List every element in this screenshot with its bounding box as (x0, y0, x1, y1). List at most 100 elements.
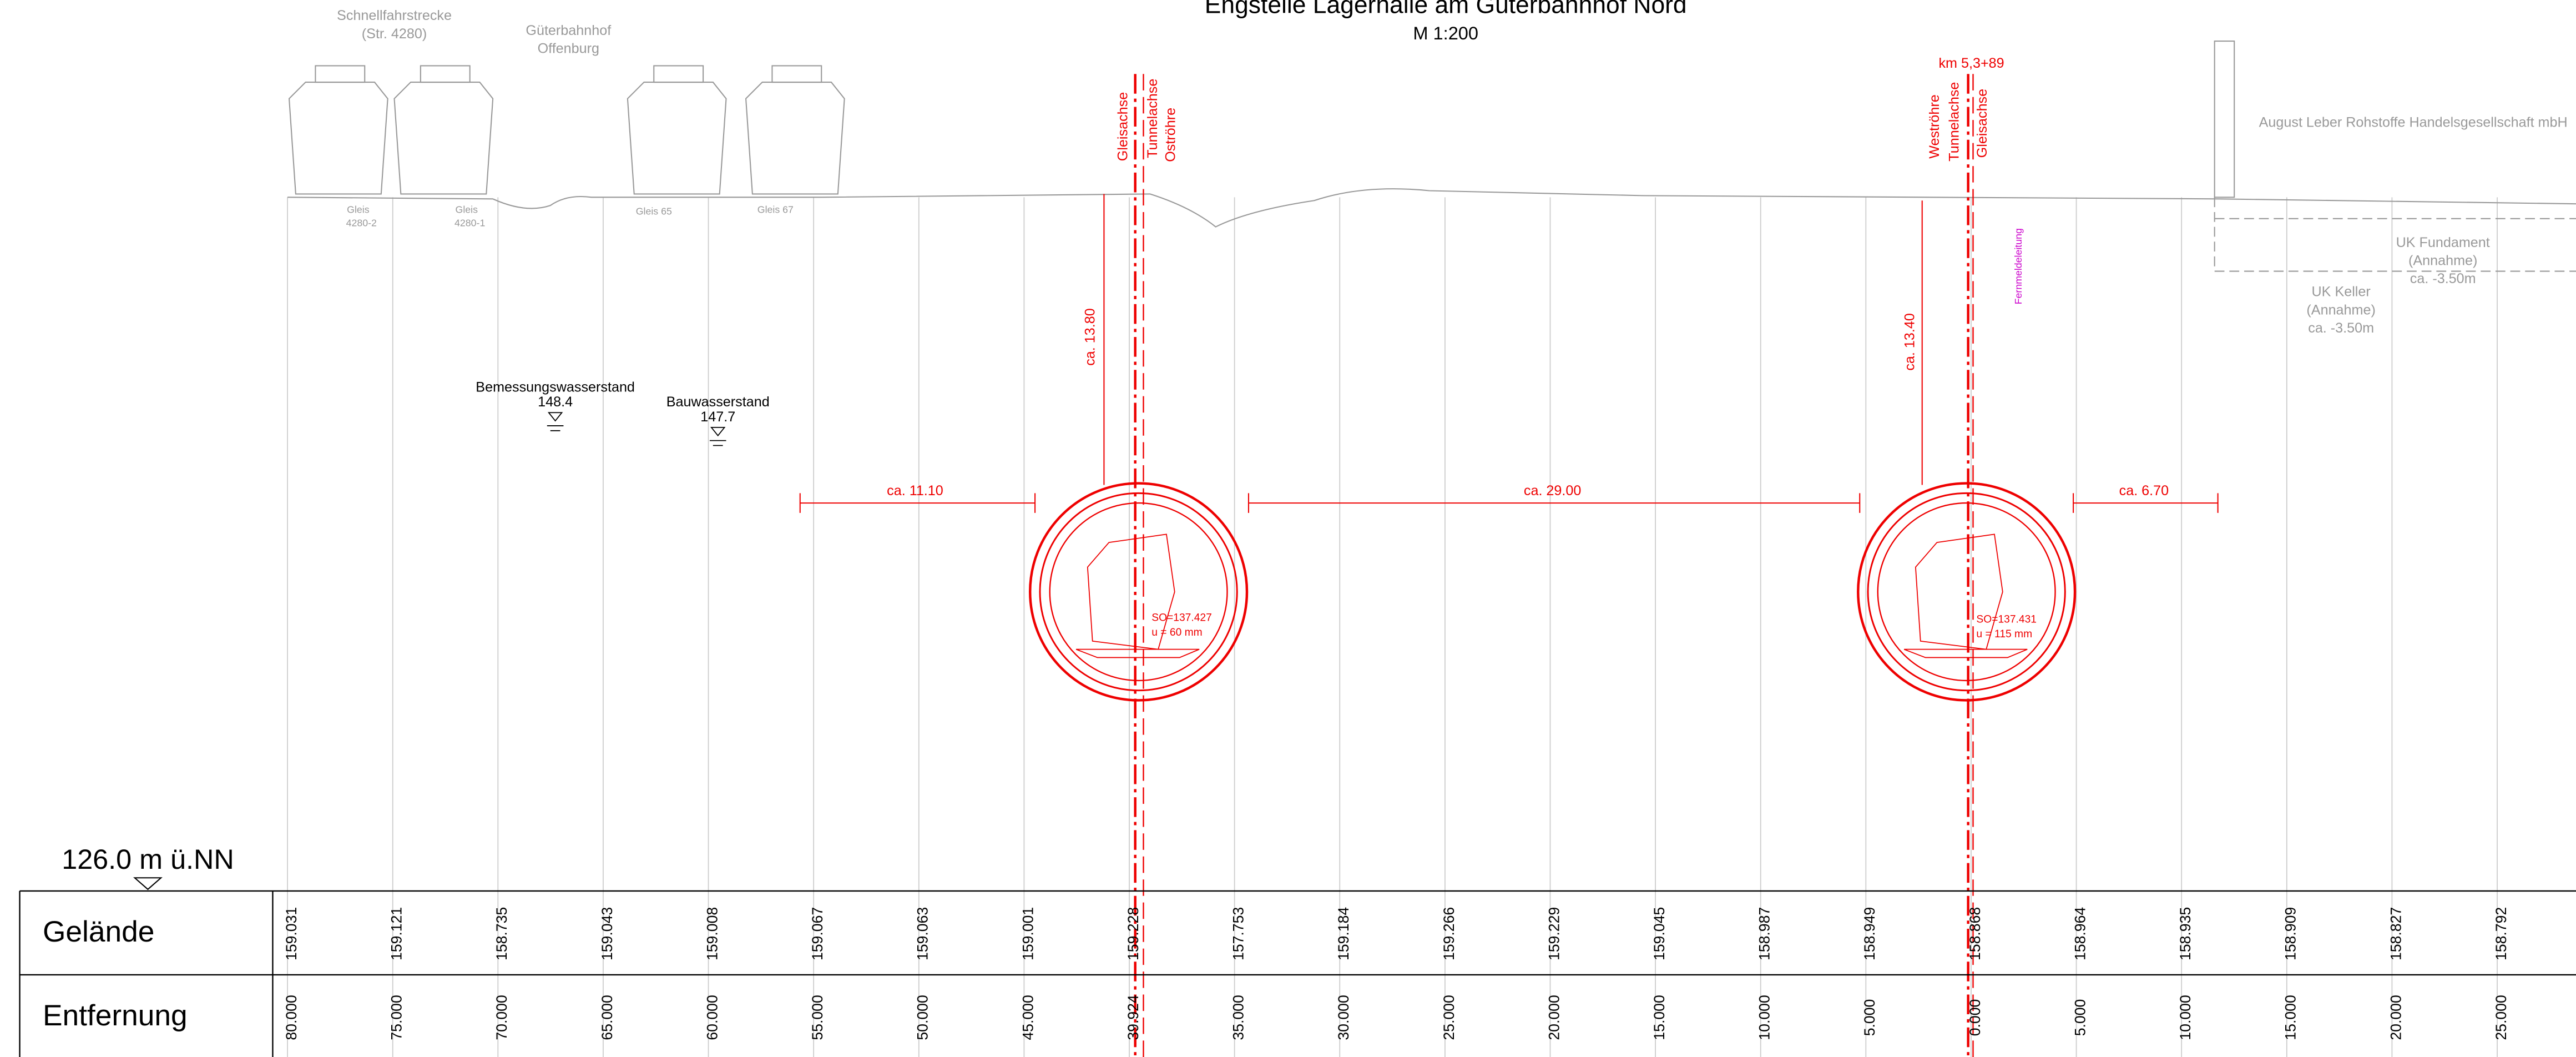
label: Offenburg (538, 41, 599, 56)
trains (288, 65, 845, 195)
cell: 45.000 (1019, 995, 1036, 1040)
cell: 70.000 (493, 995, 510, 1040)
cell: 65.000 (599, 995, 615, 1040)
track-axis (1143, 74, 1974, 1057)
dimension: ca. 13.80 (1082, 308, 1098, 366)
label: Schnellfahrstrecke (337, 8, 452, 23)
cell: 159.266 (1441, 907, 1457, 960)
label: (Annahme) (2408, 253, 2477, 268)
cell: 157.753 (1230, 907, 1247, 960)
cell: 10.000 (2177, 995, 2194, 1040)
tunnel-note: u = 115 mm (1976, 628, 2032, 640)
building-wall (2214, 40, 2235, 198)
cell: 60.000 (704, 995, 720, 1040)
tunnel-note: SO=137.427 (1151, 612, 1212, 623)
tunnel-west (1857, 482, 2077, 702)
dimension-lines (799, 194, 2219, 513)
label: (Annahme) (2306, 302, 2375, 318)
cable-label: Fernmeldeleitung (2013, 228, 2024, 304)
datum-symbol (133, 877, 163, 890)
table: Gelände 159.031 159.121 158.735 159.043 159.0… (19, 890, 2576, 1057)
cell: 39.924 (1125, 995, 1141, 1040)
cell: 158.909 (2282, 907, 2299, 960)
cell: 159.121 (388, 907, 405, 960)
scale: M 1:200 (1413, 23, 1478, 43)
cell: 158.949 (1861, 907, 1878, 960)
cell: 20.000 (2387, 995, 2404, 1040)
cell: 5.000 (1861, 999, 1878, 1036)
cell: 50.000 (915, 995, 931, 1040)
row-label: Gelände (43, 915, 154, 948)
cell: 159.008 (704, 907, 720, 960)
axis-label: Tunnelachse (1947, 82, 1962, 162)
datum: 126.0 m ü.NN (62, 843, 234, 875)
tunnel-note: u = 60 mm (1151, 627, 1202, 638)
ground-line (287, 188, 2576, 228)
tunnel-note: SO=137.431 (1976, 613, 2037, 625)
cell: 0.000 (1967, 999, 1983, 1036)
track-label: 4280-1 (454, 217, 485, 228)
axis-label: Weströhre (1927, 94, 1942, 159)
cell: 25.000 (2493, 995, 2509, 1040)
label: (Str. 4280) (362, 26, 427, 42)
track-label: Gleis 67 (757, 204, 794, 215)
cell: 30.000 (1335, 995, 1352, 1040)
water-value: 148.4 (538, 394, 573, 410)
label: UK Fundament (2396, 235, 2490, 250)
km-label: km 5,3+89 (1938, 56, 2004, 71)
cell: 159.045 (1651, 907, 1668, 960)
grid (287, 197, 2498, 1057)
water-label: Bauwasserstand (666, 394, 770, 410)
dimension: ca. 11.10 (887, 483, 943, 499)
building-foundation (2214, 197, 2576, 272)
row-label: Entfernung (43, 999, 188, 1032)
dimension: ca. 13.40 (1902, 313, 1918, 371)
cell: 159.229 (1545, 907, 1562, 960)
cell: 158.868 (1967, 907, 1983, 960)
axis-label: Gleisachse (1974, 89, 1990, 158)
water-label: Bemessungswasserstand (476, 379, 635, 395)
cell: 5.000 (2072, 999, 2088, 1036)
track-label: 4280-2 (346, 217, 377, 228)
cell: 159.228 (1125, 907, 1141, 960)
cell: 10.000 (1756, 995, 1773, 1040)
track-label: Gleis 65 (636, 206, 672, 217)
title: Engstelle Lagerhalle am Güterbahnhof Nor… (1205, 0, 1687, 19)
cell: 158.935 (2177, 907, 2194, 960)
track-label: Gleis (456, 204, 478, 215)
cell: 55.000 (809, 995, 826, 1040)
cell: 158.792 (2493, 907, 2509, 960)
cell: 15.000 (2282, 995, 2299, 1040)
cell: 75.000 (388, 995, 405, 1040)
label: ca. -3.50m (2410, 271, 2476, 286)
label: ca. -3.50m (2308, 320, 2374, 336)
cell: 15.000 (1651, 995, 1668, 1040)
cell: 35.000 (1230, 995, 1247, 1040)
cell: 159.067 (809, 907, 826, 960)
track-label: Gleis (347, 204, 370, 215)
cell: 159.063 (915, 907, 931, 960)
water-value: 147.7 (700, 409, 735, 425)
cell: 25.000 (1441, 995, 1457, 1040)
cell: 159.031 (283, 907, 300, 960)
cell: 158.987 (1756, 907, 1773, 960)
label: Güterbahnhof (526, 23, 612, 38)
cell: 158.827 (2387, 907, 2404, 960)
cell: 159.001 (1019, 907, 1036, 960)
dimension: ca. 29.00 (1524, 483, 1581, 499)
owner: August Leber Rohstoffe Handelsgesellscha… (2259, 115, 2568, 130)
cell: 159.043 (599, 907, 615, 960)
cell: 80.000 (283, 995, 300, 1040)
water-symbol (547, 412, 726, 446)
cell: 20.000 (1545, 995, 1562, 1040)
label: UK Keller (2312, 284, 2371, 300)
cell: 158.964 (2072, 907, 2088, 960)
cell: 159.184 (1335, 907, 1352, 960)
tunnel-east (1028, 482, 1249, 702)
axis-label: Tunnelachse (1145, 79, 1160, 158)
dimension: ca. 6.70 (2119, 483, 2169, 499)
axis-label: Oströhre (1163, 108, 1178, 162)
cell: 158.735 (493, 907, 510, 960)
